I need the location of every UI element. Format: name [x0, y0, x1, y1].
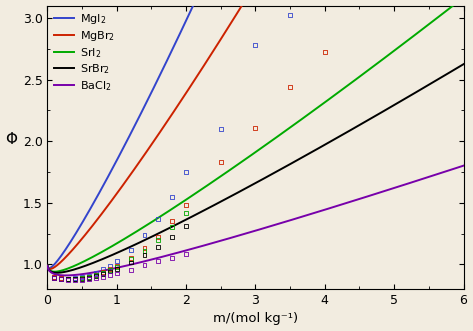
Point [217, 160, 225, 165]
Point [140, 246, 148, 251]
Point [71, 275, 79, 281]
Point [286, 84, 294, 90]
Point [127, 260, 134, 265]
Point [106, 267, 114, 272]
Point [286, 13, 294, 18]
Point [99, 267, 107, 272]
Point [168, 255, 176, 260]
Point [71, 276, 79, 281]
Point [182, 169, 190, 174]
Point [85, 273, 93, 278]
Point [168, 218, 176, 224]
Point [85, 275, 93, 280]
Point [182, 210, 190, 215]
Point [106, 273, 114, 278]
Point [182, 252, 190, 257]
Point [92, 270, 100, 276]
Point [140, 248, 148, 254]
Point [113, 263, 121, 269]
Point [106, 263, 114, 268]
Point [92, 276, 100, 281]
Point [113, 264, 121, 269]
Point [127, 257, 134, 262]
Y-axis label: Φ: Φ [6, 132, 18, 147]
Point [127, 247, 134, 252]
Point [58, 275, 65, 281]
Point [79, 275, 86, 280]
Point [79, 277, 86, 283]
Point [155, 235, 162, 240]
Point [99, 270, 107, 275]
Point [79, 275, 86, 281]
Point [85, 274, 93, 279]
Point [106, 269, 114, 274]
Point [113, 258, 121, 263]
Point [58, 276, 65, 281]
Point [71, 278, 79, 283]
Point [64, 276, 72, 281]
Point [321, 50, 329, 55]
Point [58, 276, 65, 281]
Point [51, 275, 58, 280]
Legend: MgI$_2$, MgBr$_2$, SrI$_2$, SrBr$_2$, BaCl$_2$: MgI$_2$, MgBr$_2$, SrI$_2$, SrBr$_2$, Ba… [52, 10, 117, 95]
Point [51, 275, 58, 280]
Point [64, 277, 72, 282]
Point [92, 272, 100, 277]
X-axis label: m/(mol kg⁻¹): m/(mol kg⁻¹) [213, 312, 298, 325]
Point [64, 276, 72, 281]
Point [79, 275, 86, 281]
Point [85, 277, 93, 282]
Point [71, 276, 79, 282]
Point [127, 267, 134, 272]
Point [99, 270, 107, 275]
Point [92, 273, 100, 279]
Point [71, 277, 79, 282]
Point [155, 216, 162, 221]
Point [155, 259, 162, 264]
Point [168, 225, 176, 230]
Point [58, 275, 65, 281]
Point [113, 271, 121, 276]
Point [182, 203, 190, 208]
Point [155, 237, 162, 242]
Point [127, 256, 134, 261]
Point [217, 126, 225, 131]
Point [168, 235, 176, 240]
Point [58, 277, 65, 282]
Point [99, 274, 107, 280]
Point [168, 194, 176, 199]
Point [113, 266, 121, 271]
Point [99, 271, 107, 276]
Point [51, 275, 58, 280]
Point [51, 275, 58, 281]
Point [64, 276, 72, 282]
Point [252, 42, 259, 48]
Point [106, 267, 114, 272]
Point [182, 223, 190, 229]
Point [140, 263, 148, 268]
Point [51, 275, 58, 281]
Point [85, 274, 93, 280]
Point [92, 272, 100, 278]
Point [252, 125, 259, 130]
Point [79, 276, 86, 281]
Point [140, 232, 148, 237]
Point [155, 245, 162, 250]
Point [64, 277, 72, 283]
Point [140, 253, 148, 258]
